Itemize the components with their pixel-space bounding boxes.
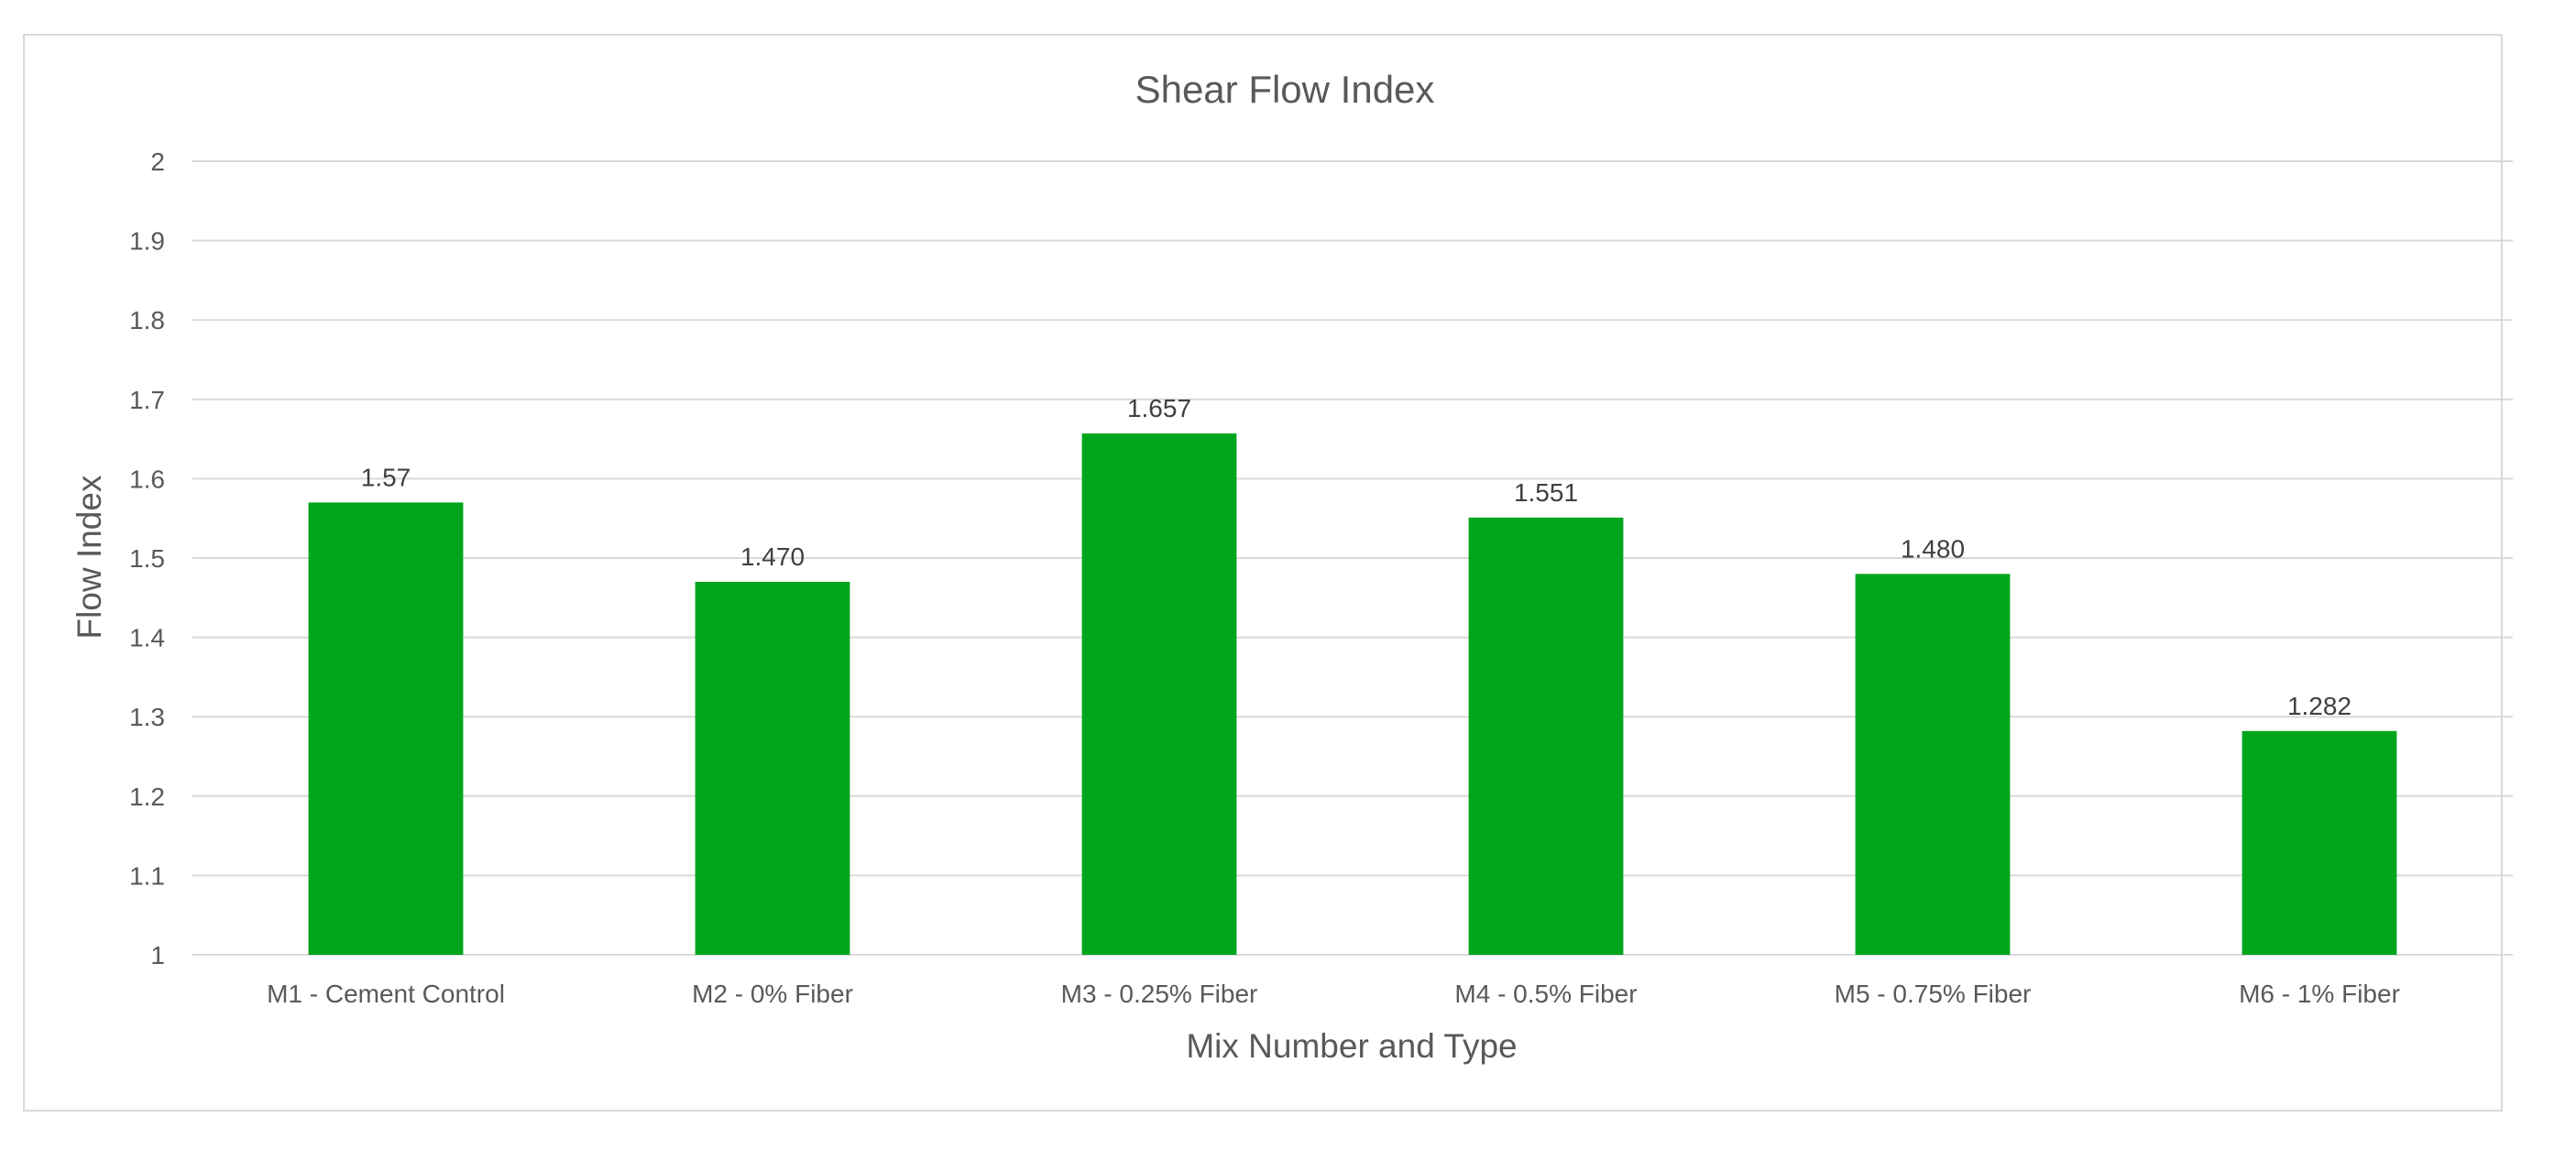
bar bbox=[1468, 517, 1624, 955]
y-tick-label: 1.4 bbox=[129, 624, 165, 652]
y-tick-label: 1.1 bbox=[129, 861, 165, 890]
y-tick-label: 1.3 bbox=[129, 703, 165, 731]
x-tick-label: M2 - 0% Fiber bbox=[692, 980, 853, 1008]
x-tick-label: M5 - 0.75% Fiber bbox=[1835, 980, 2032, 1008]
bar bbox=[1081, 433, 1237, 956]
y-tick-label: 1.5 bbox=[129, 544, 165, 573]
data-label: 1.657 bbox=[1127, 394, 1191, 422]
data-label: 1.480 bbox=[1901, 534, 1965, 563]
x-tick-label: M4 - 0.5% Fiber bbox=[1454, 980, 1637, 1008]
data-label: 1.282 bbox=[2287, 692, 2351, 720]
bar bbox=[2242, 730, 2397, 955]
chart-title: Shear Flow Index bbox=[1135, 68, 1435, 111]
bar bbox=[1855, 574, 2011, 955]
x-tick-label: M6 - 1% Fiber bbox=[2239, 980, 2400, 1008]
x-tick-label: M3 - 0.25% Fiber bbox=[1061, 980, 1258, 1008]
y-tick-label: 2 bbox=[150, 148, 165, 176]
x-tick-label: M1 - Cement Control bbox=[267, 980, 505, 1008]
y-tick-label: 1.7 bbox=[129, 386, 165, 414]
y-axis-ticks: 1 1.1 1.2 1.3 1.4 1.5 1.6 1.7 1.8 1.9 2 bbox=[129, 148, 165, 969]
x-axis-title: Mix Number and Type bbox=[1186, 1027, 1517, 1065]
y-tick-label: 1.8 bbox=[129, 306, 165, 334]
y-tick-label: 1.6 bbox=[129, 465, 165, 493]
y-tick-label: 1.2 bbox=[129, 783, 165, 811]
bar bbox=[695, 581, 850, 955]
y-axis-title: Flow Index bbox=[71, 475, 108, 639]
data-labels: 1.57 1.470 1.657 1.551 1.480 1.282 bbox=[361, 394, 2351, 720]
bar bbox=[308, 502, 464, 955]
y-tick-label: 1 bbox=[150, 941, 165, 969]
x-axis-ticks: M1 - Cement Control M2 - 0% Fiber M3 - 0.2… bbox=[267, 980, 2400, 1008]
data-label: 1.551 bbox=[1514, 478, 1578, 507]
data-label: 1.57 bbox=[361, 463, 411, 491]
data-label: 1.470 bbox=[740, 542, 805, 571]
gridlines bbox=[192, 160, 2513, 956]
y-tick-label: 1.9 bbox=[129, 227, 165, 256]
bars bbox=[308, 433, 2397, 956]
